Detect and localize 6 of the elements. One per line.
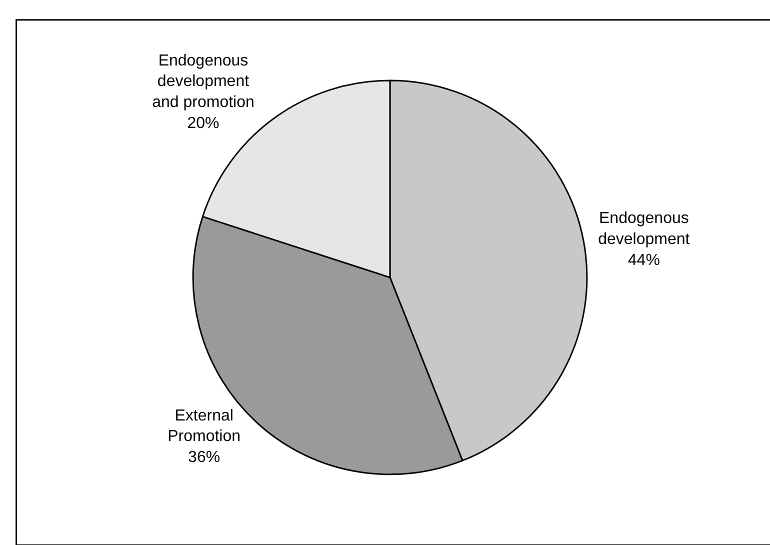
data-label: 44%: [628, 252, 660, 269]
slice-label: Endogenous development: [598, 210, 690, 248]
data-label: 36%: [188, 448, 220, 466]
slice-label: Endogenous development and promotion: [152, 52, 254, 112]
data-label: 20%: [187, 114, 220, 132]
slice-label: External Promotion: [168, 407, 241, 446]
